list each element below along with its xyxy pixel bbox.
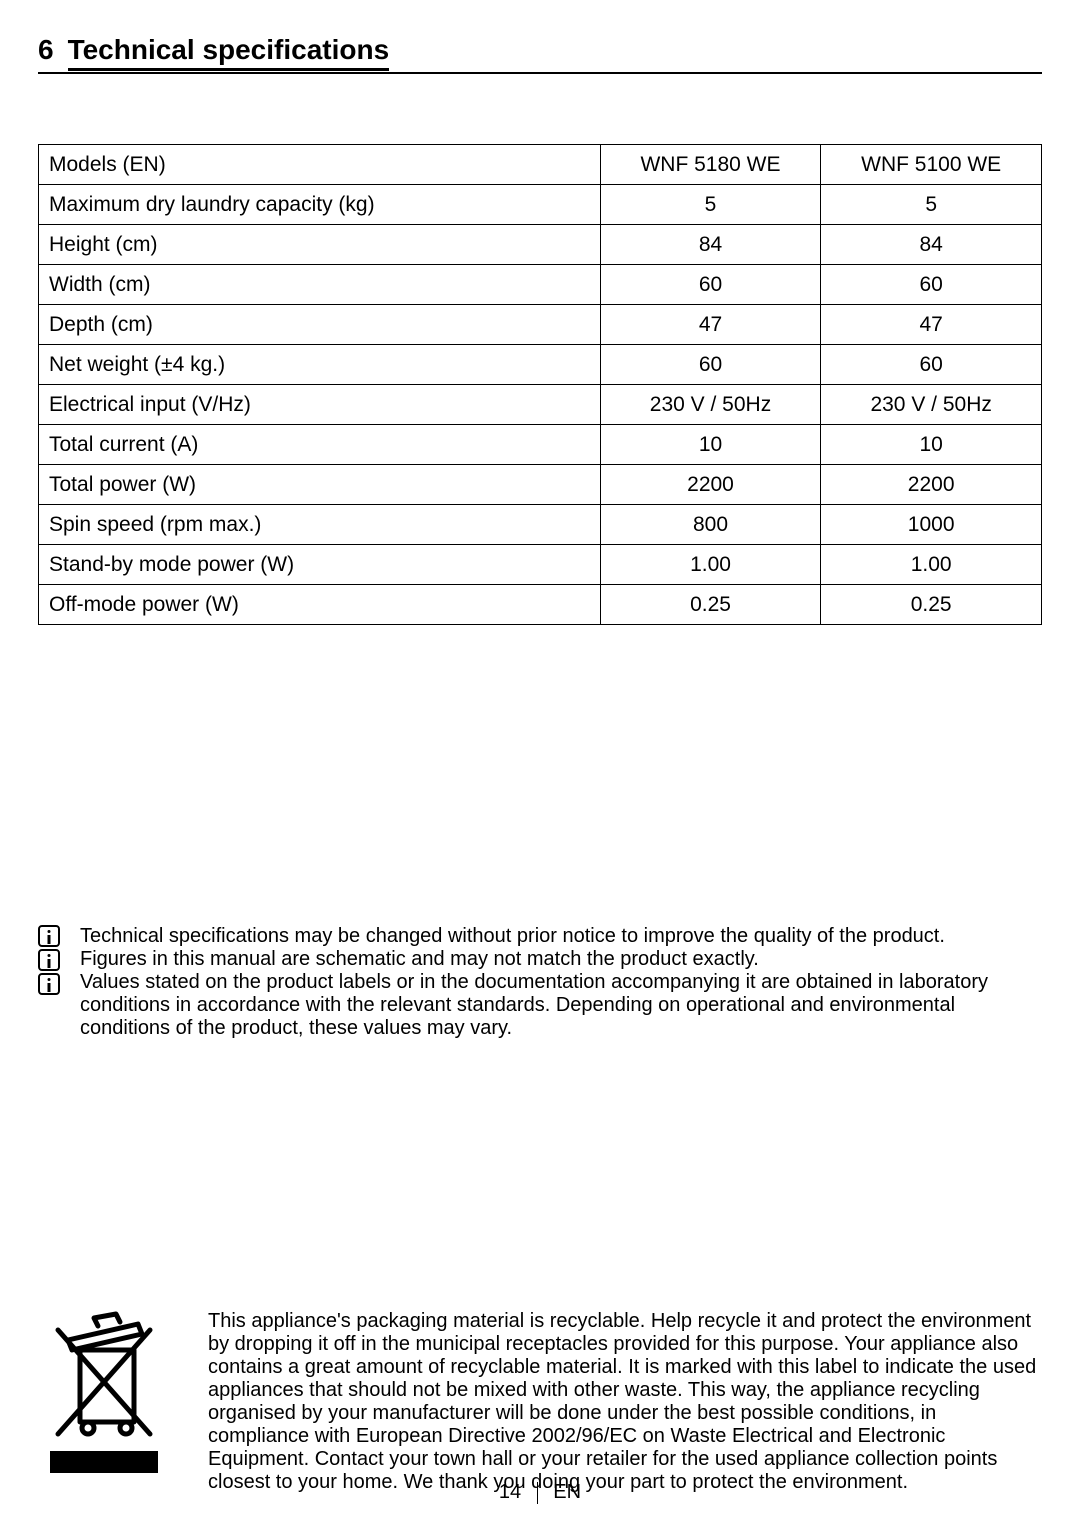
weee-black-bar — [50, 1451, 158, 1473]
spec-value: 1000 — [821, 505, 1042, 545]
note-item: Technical specifications may be changed … — [80, 925, 1042, 948]
page-number: 14 — [499, 1481, 521, 1503]
spec-label: Net weight (±4 kg.) — [39, 345, 601, 385]
spec-value: 2200 — [600, 465, 821, 505]
spec-value: 10 — [600, 425, 821, 465]
table-row: Total power (W)22002200 — [39, 465, 1042, 505]
table-row: Models (EN)WNF 5180 WEWNF 5100 WE — [39, 145, 1042, 185]
weee-icon-wrap — [50, 1310, 178, 1494]
spec-value: 47 — [821, 305, 1042, 345]
table-row: Height (cm)8484 — [39, 225, 1042, 265]
table-row: Maximum dry laundry capacity (kg)55 — [39, 185, 1042, 225]
note-item: Values stated on the product labels or i… — [80, 971, 1042, 1040]
spec-value: 0.25 — [821, 585, 1042, 625]
spec-value: 2200 — [821, 465, 1042, 505]
spec-value: 47 — [600, 305, 821, 345]
table-row: Stand-by mode power (W)1.001.00 — [39, 545, 1042, 585]
weee-bin-icon — [50, 1310, 158, 1440]
section-heading: 6 Technical specifications — [38, 34, 1042, 74]
spec-value: 60 — [600, 265, 821, 305]
section-number: 6 — [38, 34, 54, 66]
note-item: Figures in this manual are schematic and… — [80, 948, 1042, 971]
table-row: Width (cm)6060 — [39, 265, 1042, 305]
spec-value: 60 — [600, 345, 821, 385]
table-row: Depth (cm)4747 — [39, 305, 1042, 345]
recycle-block: This appliance's packaging material is r… — [38, 1310, 1042, 1494]
spec-label: Models (EN) — [39, 145, 601, 185]
spec-value: 230 V / 50Hz — [600, 385, 821, 425]
spec-value: 1.00 — [821, 545, 1042, 585]
spec-value: WNF 5100 WE — [821, 145, 1042, 185]
recycle-text: This appliance's packaging material is r… — [208, 1310, 1042, 1494]
table-row: Off-mode power (W)0.250.25 — [39, 585, 1042, 625]
spec-label: Electrical input (V/Hz) — [39, 385, 601, 425]
spec-value: 60 — [821, 265, 1042, 305]
spec-label: Spin speed (rpm max.) — [39, 505, 601, 545]
info-icon — [38, 973, 60, 995]
spec-label: Height (cm) — [39, 225, 601, 265]
page-footer: 14 EN — [0, 1481, 1080, 1504]
spec-value: 1.00 — [600, 545, 821, 585]
notes-text: Technical specifications may be changed … — [80, 925, 1042, 1040]
spec-value: 84 — [821, 225, 1042, 265]
table-row: Net weight (±4 kg.)6060 — [39, 345, 1042, 385]
spec-label: Off-mode power (W) — [39, 585, 601, 625]
spec-value: 230 V / 50Hz — [821, 385, 1042, 425]
notes-block: Technical specifications may be changed … — [38, 925, 1042, 1040]
spec-value: 5 — [821, 185, 1042, 225]
spec-label: Maximum dry laundry capacity (kg) — [39, 185, 601, 225]
notes-icons — [38, 925, 72, 1040]
footer-separator — [537, 1482, 538, 1504]
spec-table: Models (EN)WNF 5180 WEWNF 5100 WEMaximum… — [38, 144, 1042, 625]
table-row: Total current (A)1010 — [39, 425, 1042, 465]
table-row: Spin speed (rpm max.)8001000 — [39, 505, 1042, 545]
spec-value: 60 — [821, 345, 1042, 385]
spec-label: Total current (A) — [39, 425, 601, 465]
spec-label: Depth (cm) — [39, 305, 601, 345]
spec-value: 10 — [821, 425, 1042, 465]
table-row: Electrical input (V/Hz)230 V / 50Hz230 V… — [39, 385, 1042, 425]
spec-value: 5 — [600, 185, 821, 225]
spec-value: 800 — [600, 505, 821, 545]
spec-label: Width (cm) — [39, 265, 601, 305]
spec-value: WNF 5180 WE — [600, 145, 821, 185]
spec-label: Total power (W) — [39, 465, 601, 505]
spec-label: Stand-by mode power (W) — [39, 545, 601, 585]
info-icon — [38, 925, 60, 947]
spec-value: 84 — [600, 225, 821, 265]
section-title: Technical specifications — [68, 34, 390, 71]
info-icon — [38, 949, 60, 971]
spec-value: 0.25 — [600, 585, 821, 625]
page-lang: EN — [553, 1481, 581, 1503]
